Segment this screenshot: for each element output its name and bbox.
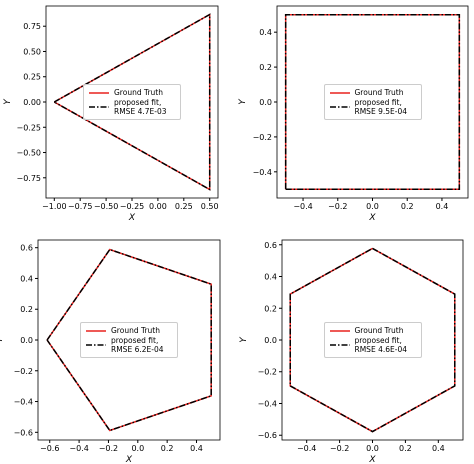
- y-tick-label: 0.2: [264, 304, 277, 313]
- y-tick-label: −0.2: [14, 367, 33, 376]
- x-tick-label: −1.00: [42, 202, 67, 211]
- legend: Ground Truth proposed fit, RMSE 4.6E-04: [323, 322, 422, 358]
- x-tick-label: −0.4: [297, 444, 316, 453]
- x-tick-label: 0.4: [190, 444, 203, 453]
- legend-entry: Ground Truth: [85, 326, 173, 335]
- legend-swatch: [86, 344, 106, 346]
- x-tick-label: −0.4: [293, 202, 312, 211]
- y-tick-label: 0.75: [23, 22, 41, 31]
- y-tick-label: 0.2: [20, 305, 33, 314]
- legend-label: proposed fit, RMSE 6.2E-04: [111, 336, 164, 354]
- y-tick-label: −0.4: [258, 399, 277, 408]
- y-tick-label: 0.2: [259, 63, 272, 72]
- y-tick-label: 0.6: [264, 241, 277, 250]
- y-axis-label: Y: [0, 336, 5, 343]
- y-tick-label: −0.4: [14, 398, 33, 407]
- legend-label: proposed fit, RMSE 4.6E-04: [354, 336, 407, 354]
- x-axis-label: X: [368, 213, 376, 223]
- y-tick-label: −0.75: [16, 174, 41, 183]
- y-tick-label: −0.6: [258, 431, 277, 440]
- legend-entry: proposed fit, RMSE 6.2E-04: [85, 336, 173, 354]
- y-axis-label: Y: [239, 336, 249, 343]
- x-tick-label: 0.4: [432, 444, 445, 453]
- series-line: [46, 248, 212, 432]
- y-tick-label: 0.0: [264, 336, 277, 345]
- y-tick-label: 0.25: [23, 73, 41, 82]
- x-tick-label: 0.0: [131, 444, 144, 453]
- legend-label: Ground Truth: [111, 326, 160, 335]
- x-tick-label: −0.6: [40, 444, 59, 453]
- y-axis-label: Y: [3, 98, 13, 105]
- x-axis-label: X: [125, 455, 133, 464]
- x-tick-label: 0.2: [161, 444, 174, 453]
- legend-swatch: [89, 106, 109, 108]
- legend-label: proposed fit, RMSE 9.5E-04: [354, 98, 407, 116]
- y-tick-label: −0.6: [14, 428, 33, 437]
- y-axis-label: Y: [238, 98, 248, 105]
- legend: Ground Truth proposed fit, RMSE 9.5E-04: [323, 84, 422, 120]
- legend-entry: proposed fit, RMSE 4.6E-04: [329, 336, 417, 354]
- x-tick-label: 0.4: [436, 202, 449, 211]
- legend-label: Ground Truth: [114, 88, 163, 97]
- legend-label: proposed fit, RMSE 4.7E-03: [114, 98, 167, 116]
- y-tick-label: 0.50: [23, 47, 41, 56]
- x-tick-label: −0.2: [328, 202, 347, 211]
- legend-swatch: [329, 344, 350, 346]
- y-tick-label: −0.2: [253, 133, 272, 142]
- y-tick-label: −0.2: [258, 368, 277, 377]
- y-tick-label: 0.00: [23, 98, 41, 107]
- x-tick-label: 0.2: [399, 444, 412, 453]
- legend-entry: Ground Truth: [329, 88, 417, 97]
- legend-label: Ground Truth: [354, 88, 404, 97]
- x-tick-label: −0.25: [120, 202, 145, 211]
- x-tick-label: −0.2: [330, 444, 349, 453]
- y-tick-label: −0.4: [253, 168, 272, 177]
- legend: Ground Truth proposed fit, RMSE 4.7E-03: [83, 84, 181, 120]
- y-tick-label: 0.0: [259, 98, 272, 107]
- legend-swatch: [86, 329, 106, 332]
- series-line: [53, 13, 211, 191]
- legend: Ground Truth proposed fit, RMSE 6.2E-04: [80, 322, 178, 358]
- y-tick-label: −0.25: [16, 123, 41, 132]
- series-line: [289, 247, 456, 433]
- y-tick-label: 0.4: [259, 28, 272, 37]
- x-tick-label: 0.50: [201, 202, 219, 211]
- legend-label: Ground Truth: [354, 326, 404, 335]
- x-tick-label: 0.2: [401, 202, 414, 211]
- legend-entry: proposed fit, RMSE 4.7E-03: [88, 98, 176, 116]
- x-tick-label: −0.4: [69, 444, 88, 453]
- y-tick-label: −0.50: [16, 149, 41, 158]
- y-tick-label: 0.4: [20, 274, 33, 283]
- legend-swatch: [329, 106, 350, 108]
- legend-entry: Ground Truth: [88, 88, 176, 97]
- legend-swatch: [329, 91, 350, 94]
- x-tick-label: 0.0: [366, 444, 379, 453]
- x-tick-label: −0.2: [99, 444, 118, 453]
- legend-swatch: [329, 329, 350, 332]
- x-tick-label: 0.0: [366, 202, 379, 211]
- x-axis-label: X: [368, 455, 376, 464]
- x-tick-label: −0.50: [94, 202, 119, 211]
- y-tick-label: 0.4: [264, 273, 277, 282]
- y-tick-label: 0.6: [20, 244, 33, 253]
- x-tick-label: −0.75: [68, 202, 93, 211]
- x-tick-label: 0.25: [175, 202, 193, 211]
- y-tick-label: 0.0: [20, 336, 33, 345]
- legend-entry: Ground Truth: [329, 326, 417, 335]
- series-line: [284, 13, 461, 191]
- x-axis-label: X: [128, 213, 136, 223]
- legend-entry: proposed fit, RMSE 9.5E-04: [329, 98, 417, 116]
- legend-swatch: [89, 91, 109, 94]
- x-tick-label: 0.00: [149, 202, 167, 211]
